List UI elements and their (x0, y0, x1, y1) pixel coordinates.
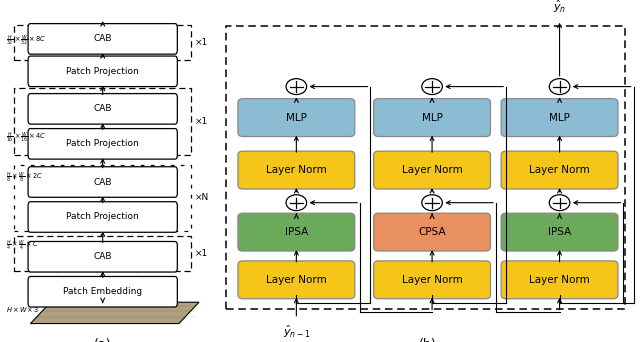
Text: MLP: MLP (549, 113, 570, 122)
FancyBboxPatch shape (238, 99, 355, 136)
Bar (15, 25, 191, 60)
FancyBboxPatch shape (501, 151, 618, 189)
Text: $\hat{y}_{n}$: $\hat{y}_{n}$ (553, 0, 566, 15)
FancyBboxPatch shape (28, 129, 177, 159)
Text: $H\times W\times 3$: $H\times W\times 3$ (6, 305, 40, 314)
Text: Layer Norm: Layer Norm (529, 165, 590, 175)
FancyBboxPatch shape (238, 151, 355, 189)
Text: $\frac{H}{4}\times\frac{W}{4}\times C$: $\frac{H}{4}\times\frac{W}{4}\times C$ (6, 239, 39, 253)
FancyBboxPatch shape (28, 241, 177, 272)
Bar (15, 88, 191, 155)
FancyBboxPatch shape (28, 94, 177, 124)
FancyBboxPatch shape (28, 24, 177, 54)
Text: ×1: ×1 (195, 249, 208, 258)
Text: Patch Projection: Patch Projection (67, 139, 139, 148)
FancyBboxPatch shape (501, 261, 618, 299)
Text: ×N: ×N (195, 194, 209, 202)
Polygon shape (31, 302, 199, 324)
FancyBboxPatch shape (374, 99, 490, 136)
Text: Patch Embedding: Patch Embedding (63, 287, 142, 296)
Text: (a): (a) (94, 338, 111, 342)
Text: Layer Norm: Layer Norm (266, 275, 327, 285)
Text: Layer Norm: Layer Norm (402, 165, 463, 175)
Text: ×1: ×1 (195, 38, 208, 47)
Text: Layer Norm: Layer Norm (402, 275, 463, 285)
FancyBboxPatch shape (374, 151, 490, 189)
Text: IPSA: IPSA (285, 227, 308, 237)
FancyBboxPatch shape (28, 56, 177, 87)
Text: $\frac{H}{32}\times\frac{W}{32}\times 8C$: $\frac{H}{32}\times\frac{W}{32}\times 8C… (6, 34, 47, 48)
Text: ×1: ×1 (195, 117, 208, 126)
Text: $\frac{H}{16}\times\frac{W}{16}\times 4C$: $\frac{H}{16}\times\frac{W}{16}\times 4C… (6, 131, 47, 145)
FancyBboxPatch shape (501, 213, 618, 251)
Text: Layer Norm: Layer Norm (529, 275, 590, 285)
Text: $\frac{H}{8}\times\frac{W}{8}\times 2C$: $\frac{H}{8}\times\frac{W}{8}\times 2C$ (6, 171, 44, 185)
Text: Layer Norm: Layer Norm (266, 165, 327, 175)
Text: CAB: CAB (93, 177, 112, 186)
Text: $\hat{y}_{n-1}$: $\hat{y}_{n-1}$ (282, 324, 310, 340)
FancyBboxPatch shape (28, 167, 177, 197)
Text: Patch Projection: Patch Projection (67, 212, 139, 222)
Text: CAB: CAB (93, 35, 112, 43)
FancyBboxPatch shape (374, 213, 490, 251)
Bar (15, 236, 191, 271)
Text: MLP: MLP (422, 113, 442, 122)
Bar (227, 26, 625, 309)
FancyBboxPatch shape (501, 99, 618, 136)
Text: (b): (b) (419, 338, 436, 342)
Text: CPSA: CPSA (419, 227, 446, 237)
FancyBboxPatch shape (238, 261, 355, 299)
Text: CAB: CAB (93, 104, 112, 113)
Text: CAB: CAB (93, 252, 112, 261)
Text: Patch Projection: Patch Projection (67, 67, 139, 76)
Text: IPSA: IPSA (548, 227, 571, 237)
Text: MLP: MLP (286, 113, 307, 122)
FancyBboxPatch shape (374, 261, 490, 299)
FancyBboxPatch shape (28, 202, 177, 232)
FancyBboxPatch shape (238, 213, 355, 251)
Bar (15, 165, 191, 231)
FancyBboxPatch shape (28, 276, 177, 307)
